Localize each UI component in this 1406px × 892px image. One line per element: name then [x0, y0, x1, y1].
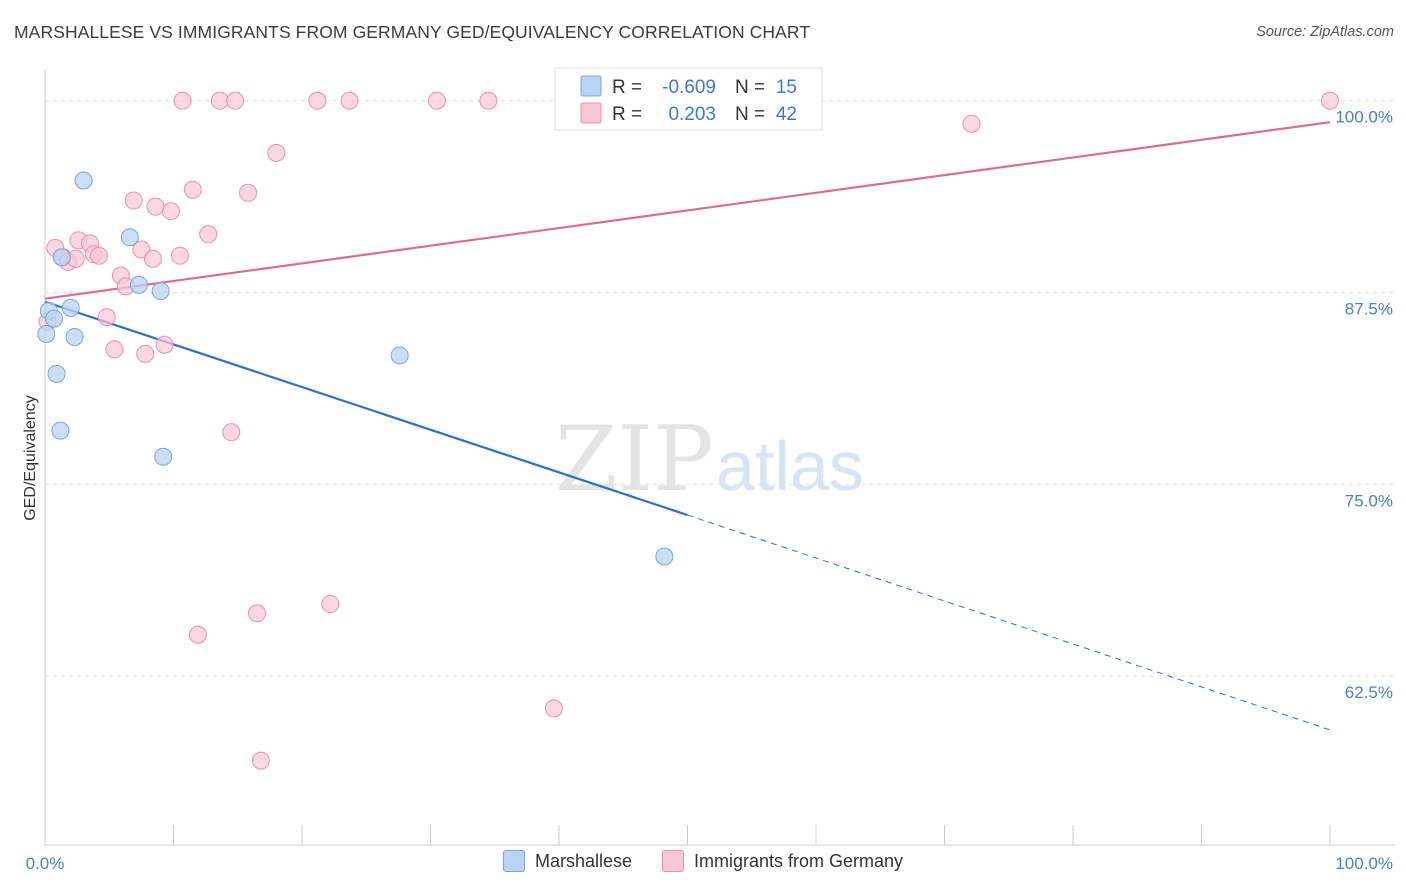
point-germany-31	[427, 91, 446, 110]
point-germany-27	[239, 183, 258, 202]
y-tick-label-1: 75.0%	[1345, 491, 1393, 510]
point-germany-8	[89, 246, 108, 265]
point-marshallese-13	[390, 346, 409, 365]
point-marshallese-14	[655, 547, 674, 566]
series-legend: Marshallese Immigrants from Germany	[0, 850, 1406, 872]
point-marshallese-6	[47, 364, 66, 383]
chart-title: MARSHALLESE VS IMMIGRANTS FROM GERMANY G…	[14, 22, 811, 42]
point-marshallese-8	[74, 171, 93, 190]
point-germany-24	[210, 91, 229, 110]
x-tick-label-1: 100.0%	[1335, 854, 1393, 873]
point-marshallese-11	[151, 281, 170, 300]
trend-line-marshallese-extension	[687, 514, 1331, 731]
point-germany-13	[124, 191, 143, 210]
point-germany-20	[170, 246, 189, 265]
point-germany-37	[248, 604, 267, 623]
source-label: Source: ZipAtlas.com	[1256, 24, 1394, 40]
point-marshallese-3	[52, 248, 71, 267]
legend-item-germany: Immigrants from Germany	[662, 850, 903, 872]
legend-n-value-2: 42	[776, 104, 797, 125]
trend-line-marshallese	[44, 300, 688, 517]
legend-n-label-2: N =	[735, 104, 765, 125]
axes	[44, 70, 1395, 846]
y-tick-label-2: 87.5%	[1345, 300, 1393, 319]
trend-line-germany	[44, 121, 1331, 300]
legend-n-value-1: 15	[776, 77, 797, 98]
trend-lines	[44, 121, 1331, 731]
point-germany-25	[222, 423, 241, 442]
point-germany-17	[146, 197, 165, 216]
y-tick-label-0: 62.5%	[1345, 683, 1393, 702]
point-germany-30	[340, 91, 359, 110]
point-marshallese-10	[129, 275, 148, 294]
point-germany-28	[267, 143, 286, 162]
point-germany-36	[188, 625, 207, 644]
point-germany-38	[321, 595, 340, 614]
x-tick-label-0: 0.0%	[26, 854, 65, 873]
legend-label-marshallese: Marshallese	[534, 850, 632, 871]
point-marshallese-7	[51, 421, 70, 440]
point-germany-39	[544, 699, 563, 718]
legend-n-label-1: N =	[735, 77, 765, 98]
point-marshallese-2	[37, 324, 56, 343]
stats-legend: R = -0.609 N = 15 R = 0.203 N = 42	[554, 67, 823, 131]
point-germany-32	[479, 91, 498, 110]
point-germany-21	[173, 91, 192, 110]
legend-r-label-1: R =	[612, 77, 642, 98]
watermark-zip: ZIP	[555, 407, 714, 512]
watermark-atlas: atlas	[716, 427, 864, 505]
legend-swatch-marshallese	[580, 75, 602, 97]
point-germany-23	[199, 225, 218, 244]
y-tick-labels: 62.5% 75.0% 87.5% 100.0%	[1335, 108, 1393, 702]
point-germany-15	[136, 344, 155, 363]
legend-swatch-germany	[580, 102, 602, 124]
legend-r-label-2: R =	[612, 104, 642, 125]
point-germany-22	[183, 180, 202, 199]
legend-swatch-pink	[662, 850, 684, 872]
legend-swatch-blue	[502, 850, 525, 872]
point-marshallese-9	[120, 228, 139, 247]
y-tick-label-3: 100.0%	[1335, 108, 1393, 127]
point-germany-16	[143, 249, 162, 268]
point-germany-26	[226, 91, 245, 110]
point-germany-10	[105, 340, 124, 359]
point-marshallese-12	[154, 447, 173, 466]
x-tick-labels: 0.0% 100.0%	[26, 854, 1393, 873]
point-germany-29	[308, 91, 327, 110]
y-axis-label: GED/Equivalency	[22, 395, 39, 520]
point-marshallese-1	[44, 309, 63, 328]
point-marshallese-4	[61, 298, 80, 317]
point-germany-18	[155, 335, 174, 354]
point-germany-19	[161, 202, 180, 221]
point-marshallese-5	[65, 328, 84, 347]
legend-r-value-2: 0.203	[668, 104, 716, 125]
legend-item-marshallese: Marshallese	[502, 850, 632, 872]
point-germany-9	[97, 308, 116, 327]
legend-label-germany: Immigrants from Germany	[694, 850, 904, 871]
watermark: ZIP atlas	[555, 407, 864, 512]
point-germany-35	[1321, 91, 1339, 110]
point-germany-34	[962, 114, 981, 133]
point-germany-40	[251, 751, 270, 770]
legend-r-value-1: -0.609	[662, 77, 716, 98]
